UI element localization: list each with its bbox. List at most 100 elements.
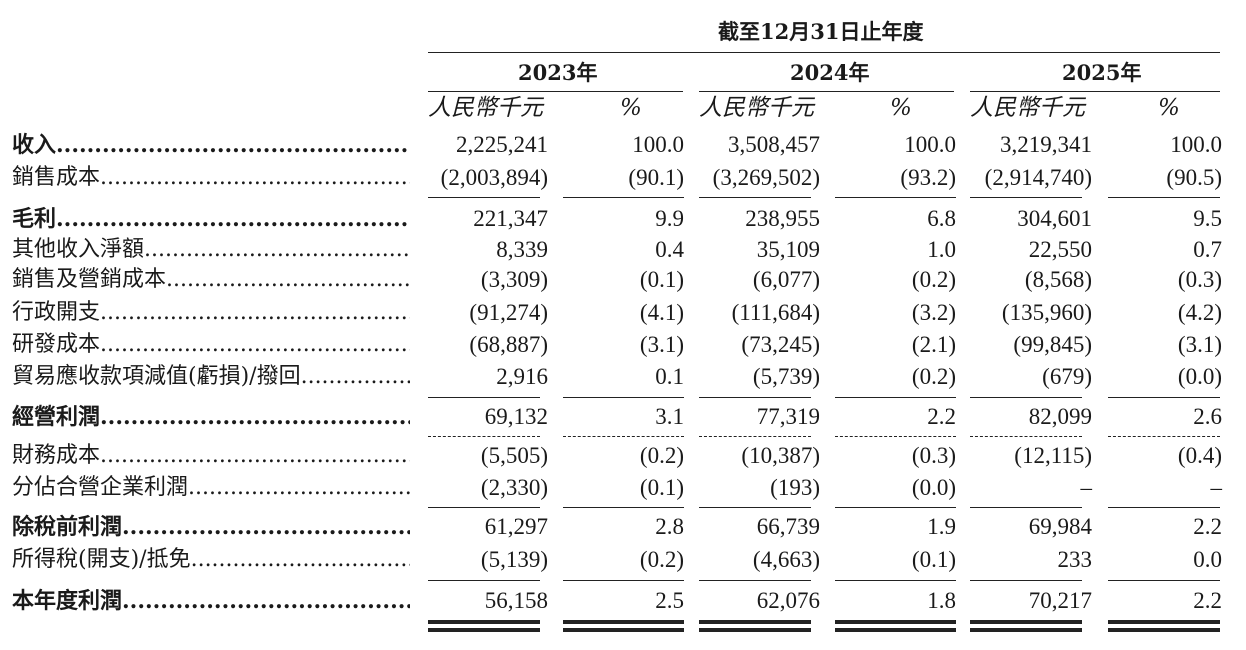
row-value: 3,508,457: [728, 132, 820, 157]
row-value: (90.1): [628, 165, 684, 190]
row-value: (0.4): [1177, 443, 1222, 468]
row-label: 研發成本....................................…: [12, 332, 410, 357]
row-value: (5,739): [752, 364, 820, 389]
double-rule-top: [699, 620, 811, 624]
row-value: 6.8: [927, 206, 956, 231]
row-value: (4.2): [1177, 300, 1222, 325]
subtotal-rule: [835, 397, 956, 398]
row-value: 100.0: [1170, 132, 1222, 157]
row-value: 35,109: [756, 237, 820, 262]
row-label: 所得稅(開支)/抵免..............................…: [12, 547, 410, 572]
subtotal-rule: [563, 580, 684, 581]
row-value: (3.1): [639, 332, 684, 357]
double-rule-top: [835, 620, 956, 624]
subtotal-rule: [563, 397, 684, 398]
subtotal-rule: [1108, 397, 1220, 398]
double-rule-bottom: [428, 628, 540, 632]
double-rule-bottom: [970, 628, 1082, 632]
unit-pct-2025: %: [1158, 95, 1180, 121]
subtotal-rule: [428, 580, 540, 581]
row-value: (2,330): [480, 475, 548, 500]
unit-rmb-2023: 人民幣千元: [428, 95, 543, 121]
row-value: 69,132: [484, 404, 548, 429]
row-value: (2,003,894): [440, 165, 548, 190]
row-value: (2,914,740): [984, 165, 1092, 190]
row-value: (0.3): [911, 443, 956, 468]
subtotal-rule: [1108, 197, 1220, 198]
row-value: 2.2: [1193, 588, 1222, 613]
subtotal-rule: [428, 397, 540, 398]
row-value: 2.5: [655, 588, 684, 613]
double-rule-top: [970, 620, 1082, 624]
row-value: 2.2: [1193, 514, 1222, 539]
row-value: 3,219,341: [1000, 132, 1092, 157]
row-value: (111,684): [731, 300, 820, 325]
row-value: 77,319: [756, 404, 820, 429]
row-value: 2.2: [927, 404, 956, 429]
row-value: 82,099: [1028, 404, 1092, 429]
row-value: (193): [770, 475, 820, 500]
year-header-2025: 2025年: [1062, 60, 1142, 85]
row-value: 62,076: [756, 588, 820, 613]
row-value: (0.2): [911, 364, 956, 389]
row-label: 收入......................................…: [12, 132, 410, 158]
unit-rmb-2025: 人民幣千元: [970, 95, 1085, 121]
row-value: (5,505): [480, 443, 548, 468]
row-value: (99,845): [1013, 332, 1092, 357]
subtotal-rule: [970, 507, 1082, 508]
row-label: 其他收入淨額..................................…: [12, 237, 410, 262]
row-value: 0.7: [1193, 237, 1222, 262]
row-label: 貿易應收款項減值(虧損)/撥回.........................…: [12, 364, 410, 389]
row-value: (0.0): [911, 475, 956, 500]
dashed-rule: [1108, 436, 1220, 437]
row-value: (90.5): [1166, 165, 1222, 190]
row-value: 1.0: [927, 237, 956, 262]
dashed-rule: [970, 436, 1082, 437]
row-value: (3,309): [480, 267, 548, 292]
subtotal-rule: [970, 580, 1082, 581]
row-label: 財務成本....................................…: [12, 443, 410, 468]
row-value: (0.1): [911, 547, 956, 572]
row-value: (0.3): [1177, 267, 1222, 292]
row-value: 69,984: [1028, 514, 1092, 539]
subtotal-rule: [835, 580, 956, 581]
unit-pct-2024: %: [890, 95, 912, 121]
row-value: (679): [1042, 364, 1092, 389]
unit-pct-2023: %: [620, 95, 642, 121]
row-value: 100.0: [632, 132, 684, 157]
row-value: 3.1: [655, 404, 684, 429]
row-label: 銷售成本....................................…: [12, 165, 410, 190]
row-value: (135,960): [1001, 300, 1092, 325]
double-rule-bottom: [563, 628, 684, 632]
row-value: 2,225,241: [456, 132, 548, 157]
row-value: (0.1): [639, 267, 684, 292]
row-value: –: [1210, 475, 1223, 500]
double-rule-bottom: [699, 628, 811, 632]
row-value: (73,245): [741, 332, 820, 357]
subtotal-rule: [1108, 507, 1220, 508]
row-value: (4,663): [752, 547, 820, 572]
row-value: (3.1): [1177, 332, 1222, 357]
row-label: 分佔合營企業利潤................................…: [12, 475, 410, 500]
subtotal-rule: [699, 507, 811, 508]
row-value: (0.0): [1177, 364, 1222, 389]
subtotal-rule: [699, 580, 811, 581]
row-value: (91,274): [469, 300, 548, 325]
row-label: 經營利潤....................................…: [12, 404, 410, 430]
double-rule-top: [563, 620, 684, 624]
year-header-2024: 2024年: [790, 60, 870, 85]
dashed-rule: [563, 436, 684, 437]
subtotal-rule: [563, 197, 684, 198]
row-value: 304,601: [1017, 206, 1092, 231]
row-value: 221,347: [473, 206, 548, 231]
row-value: (68,887): [469, 332, 548, 357]
dashed-rule: [699, 436, 811, 437]
row-value: 1.9: [927, 514, 956, 539]
row-value: 0.1: [655, 364, 684, 389]
year-rule-2024: [699, 91, 954, 92]
row-value: (4.1): [639, 300, 684, 325]
row-value: 61,297: [484, 514, 548, 539]
subtotal-rule: [835, 507, 956, 508]
year-rule-2025: [970, 91, 1220, 92]
row-value: (3.2): [911, 300, 956, 325]
